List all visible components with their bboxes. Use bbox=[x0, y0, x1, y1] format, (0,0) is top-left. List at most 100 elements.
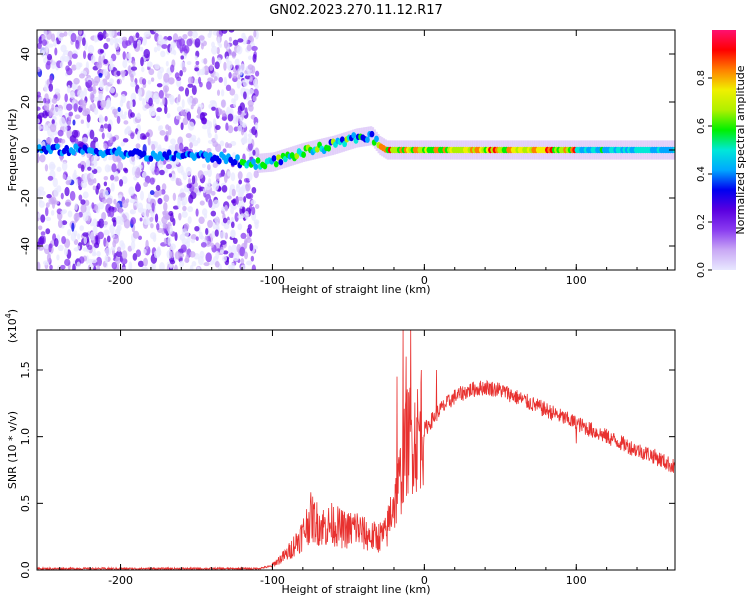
heatmap-cell bbox=[89, 92, 95, 102]
heatmap-cell bbox=[203, 170, 209, 176]
heatmap-cell bbox=[243, 177, 250, 183]
heatmap-cell bbox=[47, 43, 54, 48]
heatmap-cell bbox=[106, 97, 111, 107]
heatmap-cell bbox=[129, 198, 136, 204]
heatmap-cell bbox=[222, 255, 228, 262]
heatmap-cell bbox=[86, 79, 93, 88]
heatmap-cell bbox=[186, 61, 192, 66]
heatmap-cell bbox=[224, 204, 228, 211]
heatmap-cell bbox=[121, 266, 127, 270]
heatmap-cell bbox=[103, 175, 109, 181]
heatmap-cell bbox=[369, 130, 375, 138]
heatmap-cell bbox=[152, 234, 157, 243]
heatmap-cell bbox=[210, 210, 217, 217]
heatmap-cell bbox=[181, 200, 186, 206]
colorbar-label: Normalized spectral amplitude bbox=[734, 65, 747, 234]
heatmap-cell bbox=[342, 140, 348, 148]
heatmap-cell bbox=[140, 190, 144, 201]
heatmap-cell bbox=[60, 138, 66, 144]
heatmap-cell bbox=[255, 157, 261, 164]
heatmap-cell bbox=[71, 53, 78, 59]
heatmap-cell bbox=[189, 142, 194, 149]
heatmap-cell bbox=[194, 225, 200, 232]
heatmap-cell bbox=[103, 181, 108, 187]
heatmap-cell bbox=[190, 233, 197, 241]
heatmap-cell bbox=[169, 259, 176, 265]
heatmap-cell bbox=[211, 56, 215, 66]
heatmap-cell bbox=[131, 154, 136, 162]
spectrogram-y-tick-label: -40 bbox=[19, 237, 32, 255]
heatmap-cell bbox=[89, 104, 93, 112]
heatmap-cell bbox=[364, 136, 370, 143]
heatmap-cell bbox=[43, 97, 47, 104]
heatmap-cell bbox=[247, 192, 254, 200]
heatmap-cell bbox=[53, 187, 59, 198]
heatmap-cell bbox=[217, 36, 221, 46]
heatmap-cell bbox=[136, 130, 141, 141]
heatmap-cell bbox=[58, 108, 63, 118]
heatmap-cell bbox=[220, 89, 225, 97]
heatmap-cell bbox=[201, 163, 206, 168]
heatmap-cell bbox=[138, 95, 143, 101]
heatmap-cell bbox=[213, 199, 220, 208]
heatmap-cell bbox=[151, 143, 156, 151]
heatmap-cell bbox=[67, 120, 72, 126]
heatmap-cell bbox=[142, 248, 147, 254]
heatmap-cell bbox=[225, 122, 229, 131]
heatmap-cell bbox=[230, 206, 235, 215]
heatmap-cell bbox=[251, 186, 257, 194]
heatmap-cell bbox=[232, 252, 240, 262]
heatmap-cell bbox=[216, 47, 220, 55]
heatmap-cell bbox=[214, 260, 220, 268]
heatmap-cell bbox=[232, 72, 238, 79]
heatmap-cell bbox=[37, 118, 41, 124]
heatmap-cell bbox=[230, 262, 235, 270]
heatmap-cell bbox=[96, 61, 103, 69]
heatmap-cell bbox=[103, 229, 110, 236]
heatmap-cell bbox=[117, 194, 123, 200]
heatmap-cell bbox=[75, 39, 80, 49]
heatmap-cell bbox=[60, 264, 66, 270]
heatmap-cell bbox=[186, 38, 193, 47]
heatmap-cell bbox=[195, 60, 200, 66]
heatmap-cell bbox=[211, 45, 218, 55]
colorbar-bar bbox=[712, 30, 736, 270]
heatmap-cell bbox=[154, 63, 160, 70]
heatmap-cell bbox=[59, 116, 66, 127]
heatmap-cell bbox=[244, 107, 248, 114]
colorbar-tick-label: 0.4 bbox=[696, 166, 707, 182]
heatmap-cell bbox=[90, 54, 96, 64]
heatmap-cell bbox=[106, 37, 111, 42]
heatmap-cell bbox=[156, 83, 163, 88]
heatmap-cell bbox=[118, 206, 123, 214]
heatmap-cell bbox=[73, 230, 78, 237]
heatmap-cell bbox=[191, 98, 197, 107]
heatmap-cell bbox=[301, 151, 306, 158]
heatmap-cell bbox=[64, 186, 70, 197]
heatmap-cell bbox=[45, 228, 51, 235]
heatmap-cell bbox=[216, 157, 222, 165]
heatmap-cell bbox=[65, 199, 72, 208]
heatmap-cell bbox=[121, 250, 128, 260]
heatmap-cell bbox=[57, 244, 64, 252]
heatmap-cell bbox=[223, 61, 227, 71]
heatmap-cell bbox=[60, 192, 64, 200]
heatmap-cell bbox=[56, 166, 62, 172]
heatmap-cell bbox=[183, 223, 190, 231]
heatmap-cell bbox=[198, 256, 204, 266]
heatmap-cell bbox=[219, 249, 225, 254]
heatmap-cell bbox=[161, 44, 168, 49]
heatmap-cell bbox=[152, 94, 157, 103]
heatmap-cell bbox=[141, 78, 147, 85]
heatmap-cell bbox=[38, 225, 43, 231]
heatmap-cell bbox=[142, 97, 146, 107]
heatmap-cell bbox=[187, 177, 192, 185]
heatmap-cell bbox=[111, 261, 118, 270]
heatmap-cell bbox=[230, 172, 236, 182]
heatmap-cell bbox=[255, 70, 260, 77]
heatmap-cell bbox=[97, 231, 104, 240]
heatmap-cell bbox=[44, 83, 49, 93]
heatmap-cell bbox=[115, 202, 121, 210]
heatmap-cell bbox=[141, 66, 145, 73]
heatmap-cell bbox=[81, 100, 87, 107]
